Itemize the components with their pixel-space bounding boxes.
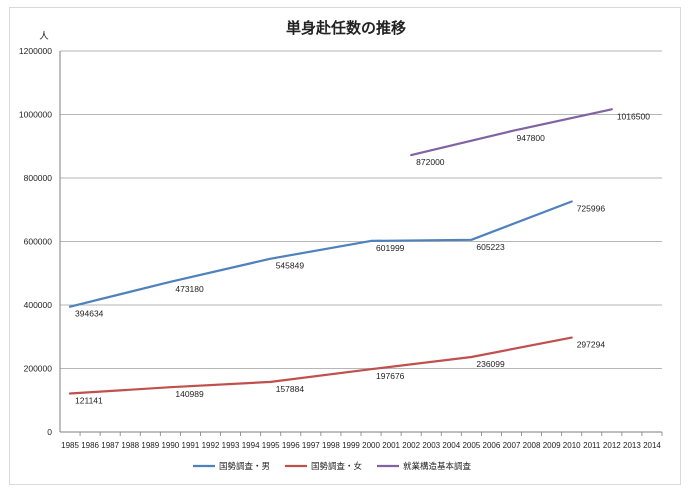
x-tick-label: 1992 [202, 441, 220, 450]
x-tick-label: 2011 [583, 441, 601, 450]
x-tick-label: 1996 [282, 441, 300, 450]
x-tick-label: 2000 [362, 441, 380, 450]
data-label: 140989 [175, 389, 204, 399]
data-label: 121141 [75, 396, 103, 406]
data-label: 725996 [577, 203, 606, 213]
data-label: 394634 [75, 309, 104, 319]
data-label: 872000 [416, 157, 445, 167]
x-tick-label: 1986 [81, 441, 99, 450]
x-tick-label: 1994 [242, 441, 260, 450]
x-tick-label: 2002 [402, 441, 420, 450]
chart-title: 単身赴任数の推移 [286, 19, 406, 37]
legend-item: 国勢調査・男 [193, 461, 270, 472]
x-tick-label: 1989 [141, 441, 159, 450]
x-tick-label: 1997 [302, 441, 320, 450]
x-tick-label: 2009 [543, 441, 561, 450]
x-tick-label: 1999 [342, 441, 360, 450]
y-tick-label: 400000 [24, 300, 53, 310]
series-line [68, 336, 573, 395]
data-label: 473180 [175, 284, 204, 294]
legend-label: 国勢調査・男 [219, 461, 270, 472]
data-label: 947800 [517, 133, 546, 143]
legend-label: 就業構造基本調査 [403, 461, 472, 472]
y-tick-label: 800000 [24, 173, 53, 183]
data-label: 1016500 [617, 111, 650, 121]
x-tick-label: 2014 [643, 441, 661, 450]
series-line [410, 108, 613, 157]
y-axis-unit-label: 人 [39, 31, 49, 42]
data-labels: 394634 473180 545849 601999 605223 725996 1211… [75, 111, 650, 405]
data-label: 601999 [376, 243, 405, 253]
x-tick-labels: 1985 1986 1987 1988 1989 1990 1991 1992 1993 1994… [61, 441, 661, 450]
x-tick-label: 1985 [61, 441, 79, 450]
data-label: 297294 [577, 340, 606, 350]
x-tick-label: 2004 [442, 441, 460, 450]
x-tick-label: 1995 [262, 441, 280, 450]
axes [59, 51, 663, 436]
data-label: 157884 [276, 384, 305, 394]
x-tick-label: 1987 [101, 441, 119, 450]
y-tick-label: 0 [47, 427, 52, 437]
series-line [68, 200, 573, 308]
x-tick-label: 2005 [462, 441, 480, 450]
x-tick-label: 1998 [322, 441, 340, 450]
series-lines [68, 108, 613, 395]
legend-label: 国勢調査・女 [311, 461, 363, 472]
gridlines [60, 50, 662, 369]
x-tick-label: 2003 [422, 441, 440, 450]
x-tick-label: 2007 [503, 441, 521, 450]
x-tick-label: 1988 [121, 441, 139, 450]
x-tick-label: 2006 [483, 441, 501, 450]
y-tick-labels: 0 200000 400000 600000 800000 1000000 1200000 [19, 46, 52, 437]
x-tick-label: 2010 [563, 441, 581, 450]
legend-item: 就業構造基本調査 [377, 461, 472, 472]
x-tick-label: 1991 [182, 441, 200, 450]
x-tick-label: 2008 [523, 441, 541, 450]
x-tick-label: 1993 [222, 441, 240, 450]
x-tick-label: 2013 [623, 441, 641, 450]
data-label: 605223 [476, 242, 505, 252]
x-tick-label: 2012 [603, 441, 621, 450]
x-tick-label: 1990 [161, 441, 179, 450]
y-tick-label: 1200000 [19, 46, 52, 56]
data-label: 236099 [476, 359, 505, 369]
data-label: 545849 [276, 261, 305, 271]
legend-item: 国勢調査・女 [285, 461, 363, 472]
x-tick-label: 2001 [382, 441, 400, 450]
data-label: 197676 [376, 371, 405, 381]
y-tick-label: 1000000 [19, 110, 52, 120]
y-tick-label: 200000 [24, 364, 53, 374]
y-tick-label: 600000 [24, 237, 53, 247]
legend: 国勢調査・男 国勢調査・女 就業構造基本調査 [193, 461, 472, 472]
